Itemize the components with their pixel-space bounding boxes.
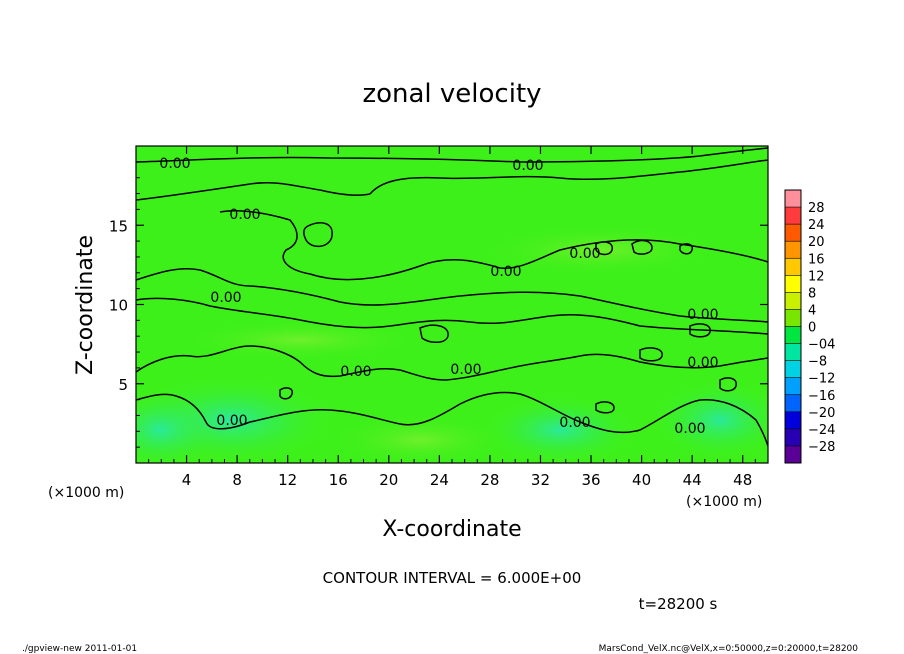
contour-label: 0.00 — [512, 158, 543, 174]
colorbar-swatch — [785, 326, 801, 344]
colorbar-label: −04 — [808, 338, 835, 353]
colorbar-label: 24 — [808, 218, 825, 233]
colorbar-swatch — [785, 377, 801, 396]
contour-label: 0.00 — [687, 307, 718, 323]
colorbar-swatch — [785, 258, 801, 276]
contour-line — [136, 147, 768, 163]
colorbar-label: 16 — [808, 252, 825, 267]
contour-line — [136, 391, 768, 447]
contour-line — [679, 243, 694, 255]
colorbar-swatch — [785, 445, 801, 464]
footer-right: MarsCond_VelX.nc@VelX,x=0:50000,z=0:2000… — [599, 644, 859, 654]
contour-line — [689, 323, 711, 338]
contour-line — [719, 377, 737, 392]
y-tick-label: 15 — [109, 217, 128, 235]
colorbar-swatch — [785, 275, 801, 293]
colorbar-label: −12 — [808, 372, 835, 387]
contour-line — [303, 222, 333, 248]
x-tick-label: 12 — [278, 471, 297, 489]
contour-line — [369, 159, 768, 195]
contour-label: 0.00 — [569, 246, 600, 262]
colorbar-swatch — [785, 224, 801, 242]
colorbar-swatch — [785, 292, 801, 310]
colorbar-label: 28 — [808, 201, 825, 216]
colorbar-swatch — [785, 207, 801, 225]
field-blob — [650, 380, 768, 460]
colorbar-label: 4 — [808, 303, 816, 318]
contour-label: 0.00 — [559, 415, 590, 431]
contour-label: 0.00 — [210, 290, 241, 306]
colorbar-swatch — [785, 411, 801, 430]
field-blob — [330, 415, 510, 463]
contour-label: 0.00 — [216, 413, 247, 429]
contour-label: 0.00 — [340, 364, 371, 380]
colorbar-swatch — [785, 309, 801, 327]
x-unit-label-left: (×1000 m) — [48, 485, 124, 501]
colorbar-label: 20 — [808, 235, 825, 250]
y-tick-label: 5 — [118, 376, 128, 394]
colorbar-label: −20 — [808, 406, 835, 421]
chart-title: zonal velocity — [362, 79, 541, 109]
colorbar-label: 8 — [808, 286, 816, 301]
contour-label: 0.00 — [490, 264, 521, 280]
colorbar-swatch — [785, 241, 801, 259]
contour-labels: 0.00 0.00 0.00 0.00 0.00 0.00 0.00 0.00 0.00 0.00… — [159, 156, 718, 437]
contour-interval-label: CONTOUR INTERVAL = 6.000E+00 — [323, 569, 582, 587]
colorbar-swatch — [785, 190, 801, 208]
footer-left: ./gpview-new 2011-01-01 — [22, 644, 137, 654]
x-axis-title: X-coordinate — [382, 517, 521, 542]
contour-line — [136, 181, 371, 201]
x-tick-label: 20 — [379, 471, 398, 489]
colorbar-label: −16 — [808, 389, 835, 404]
contour-line — [595, 401, 615, 414]
contour-line — [136, 297, 768, 335]
contour-line — [595, 241, 613, 256]
x-tick-label: 40 — [632, 471, 651, 489]
y-axis-title: Z-coordinate — [73, 235, 98, 375]
field-blob — [136, 390, 220, 463]
x-tick-label: 32 — [531, 471, 550, 489]
x-unit-label-right: (×1000 m) — [686, 494, 762, 510]
contour-line — [136, 345, 768, 381]
contour-label: 0.00 — [229, 207, 260, 223]
colorbar-swatch — [785, 343, 801, 361]
contour-line — [136, 267, 768, 323]
x-tick-label: 24 — [430, 471, 449, 489]
x-axis: 4 8 12 16 20 24 28 32 36 40 44 48 — [148, 146, 756, 489]
contour-line — [219, 209, 768, 281]
contour-label: 0.00 — [687, 355, 718, 371]
colorbar-label: 0 — [808, 321, 816, 336]
contour-line — [279, 387, 294, 400]
colorbar-label: 12 — [808, 269, 825, 284]
colorbar-swatch — [785, 428, 801, 447]
colorbar-swatch — [785, 394, 801, 413]
x-tick-label: 16 — [329, 471, 348, 489]
x-tick-label: 36 — [581, 471, 600, 489]
contour-line — [419, 324, 449, 343]
contour-label: 0.00 — [450, 362, 481, 378]
y-tick-label: 10 — [109, 297, 128, 315]
colorbar-swatch — [785, 360, 801, 378]
y-axis: 5 10 15 — [109, 161, 768, 448]
contour-line — [639, 347, 663, 362]
colorbar: 28 24 20 16 12 8 4 0 −04 −8 −12 −16 −20 −24 −28 — [784, 189, 835, 464]
field-blob — [480, 225, 720, 275]
x-tick-label: 28 — [480, 471, 499, 489]
colorbar-label: −8 — [808, 355, 827, 370]
contour-label: 0.00 — [674, 421, 705, 437]
contour-line — [631, 239, 653, 255]
field-blob — [180, 320, 420, 360]
x-tick-label: 48 — [733, 471, 752, 489]
time-label: t=28200 s — [639, 595, 718, 613]
colorbar-label: −28 — [808, 440, 835, 455]
x-tick-label: 44 — [683, 471, 702, 489]
x-tick-label: 8 — [232, 471, 242, 489]
x-tick-label: 4 — [182, 471, 192, 489]
heatmap-field — [136, 146, 768, 463]
contour-label: 0.00 — [159, 156, 190, 172]
colorbar-label: −24 — [808, 423, 835, 438]
